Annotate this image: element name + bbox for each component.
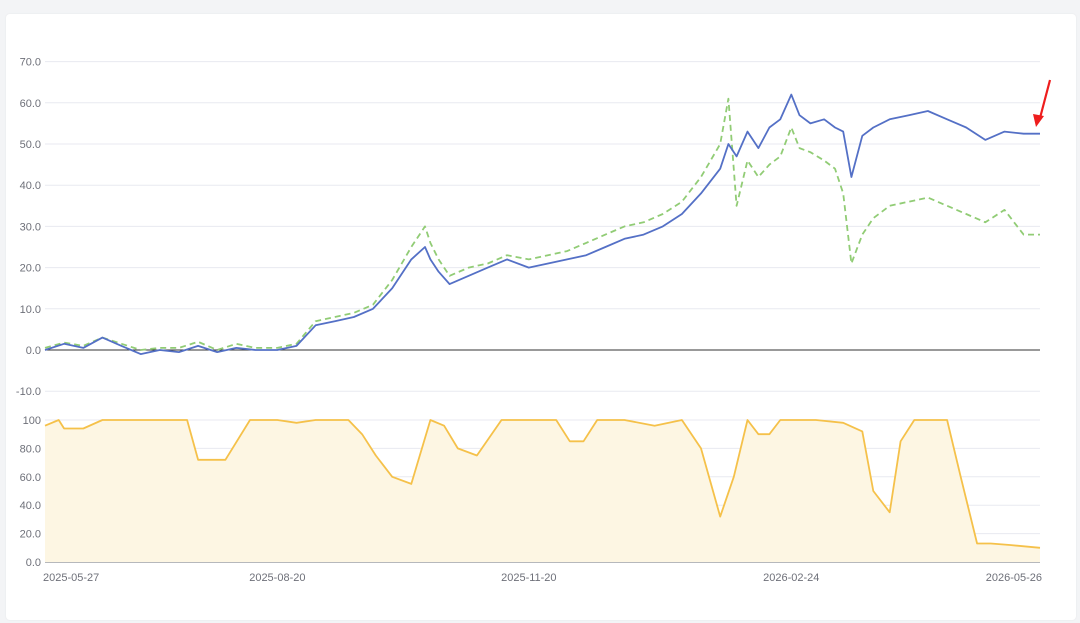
x-ticks: 2025-05-27 2025-08-20 2025-11-20 2026-02-24… (43, 572, 1042, 584)
bottom-y-tick-label: 100 (23, 415, 41, 427)
arrow-head (1033, 114, 1044, 127)
top-y-tick-label: 30.0 (20, 221, 41, 233)
top-y-tick-label: 70.0 (20, 57, 41, 69)
series-line-solid (44, 93, 1040, 355)
top-y-tick-label: 0.0 (26, 345, 41, 357)
arrow-shaft (1038, 79, 1052, 119)
bottom-y-tick-label: 80.0 (20, 443, 41, 455)
x-tick-label: 2025-05-27 (43, 572, 99, 584)
top-y-tick-label: 10.0 (20, 304, 41, 316)
series-lines (44, 93, 1040, 355)
top-y-ticks: 70.0 60.0 50.0 40.0 30.0 20.0 10.0 0.0 -10.0 (16, 57, 41, 399)
bottom-y-tick-label: 40.0 (20, 500, 41, 512)
position-area (44, 419, 1041, 562)
position-line (44, 419, 1041, 549)
top-grid (45, 61, 1040, 392)
top-y-tick-label: 40.0 (20, 180, 41, 192)
top-y-tick-label: 60.0 (20, 98, 41, 110)
bottom-y-tick-label: 60.0 (20, 472, 41, 484)
top-y-tick-label: 50.0 (20, 139, 41, 151)
x-tick-label: 2025-08-20 (249, 572, 305, 584)
x-tick-label: 2025-11-20 (501, 572, 556, 584)
top-y-tick-label: -10.0 (16, 386, 41, 398)
bottom-y-tick-label: 20.0 (20, 529, 41, 541)
top-y-tick-label: 20.0 (20, 263, 41, 275)
position-area-fill (45, 420, 1040, 562)
bottom-y-tick-label: 0.0 (26, 557, 41, 569)
x-tick-label: 2026-05-26 (986, 572, 1042, 584)
series-line-dashed (44, 97, 1040, 351)
latest-marker-arrow (1033, 79, 1052, 127)
bottom-y-ticks: 100 80.0 60.0 40.0 20.0 0.0 (20, 415, 41, 569)
x-tick-label: 2026-02-24 (763, 572, 819, 584)
